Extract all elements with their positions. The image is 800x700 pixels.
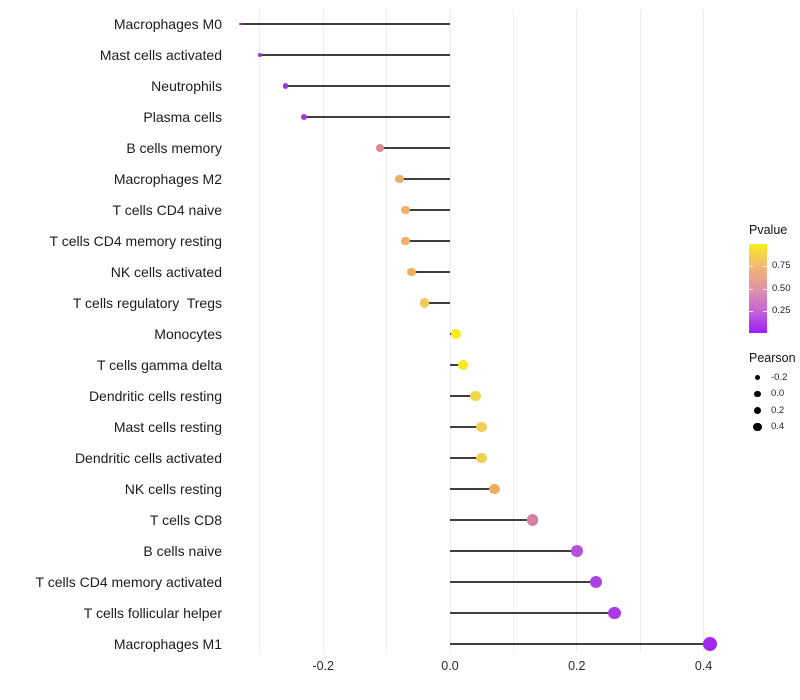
lollipop-point <box>570 544 583 558</box>
lollipop-stem <box>240 23 450 25</box>
pearson-legend-dot <box>753 407 762 415</box>
x-tick-label: 0.4 <box>694 659 713 673</box>
category-label: NK cells activated <box>110 264 222 280</box>
lollipop-point <box>470 390 481 402</box>
lollipop-point <box>526 514 539 526</box>
x-tick-label: 0.0 <box>441 659 459 673</box>
lollipop-point <box>608 606 622 620</box>
lollipop-point <box>457 359 468 371</box>
lollipop-stem <box>380 147 450 149</box>
category-label: NK cells resting <box>124 481 222 497</box>
lollipop-stem <box>450 364 463 366</box>
pearson-legend-label: 0.4 <box>771 421 785 433</box>
category-label: Dendritic cells activated <box>74 450 222 466</box>
pearson-legend-label: 0.2 <box>771 404 785 416</box>
pvalue-gradient-bar <box>749 244 767 333</box>
lollipop-stem <box>450 519 533 521</box>
gridline <box>322 10 324 653</box>
gridline <box>449 10 451 653</box>
pvalue-tick-label: 0.75 <box>772 260 791 272</box>
category-label: Plasma cells <box>143 109 222 125</box>
lollipop-point <box>394 174 404 184</box>
gridline <box>512 10 514 653</box>
lollipop-point <box>257 53 262 57</box>
category-label: T cells gamma delta <box>96 357 222 373</box>
lollipop-point <box>420 298 430 308</box>
category-label: Dendritic cells resting <box>88 388 222 404</box>
pvalue-tick-mark <box>749 266 753 268</box>
gridline <box>576 10 578 653</box>
lollipop-point <box>239 22 243 26</box>
category-label: T cells regulatory Tregs <box>72 295 222 311</box>
category-label: T cells CD8 <box>149 512 222 528</box>
lollipop-stem <box>304 116 450 118</box>
pvalue-tick-mark <box>763 288 767 290</box>
lollipop-stem <box>450 426 482 428</box>
x-tick-label: -0.2 <box>312 659 334 673</box>
gridline <box>639 10 641 653</box>
lollipop-point <box>589 575 603 589</box>
lollipop-stem <box>450 550 577 552</box>
pvalue-tick-mark <box>763 310 767 312</box>
lollipop-stem <box>285 85 450 87</box>
lollipop-point <box>401 205 411 215</box>
pvalue-tick-mark <box>749 310 753 312</box>
lollipop-point <box>451 329 462 339</box>
category-label: Mast cells activated <box>99 47 222 63</box>
lollipop-stem <box>450 457 482 459</box>
lollipop-point <box>301 114 308 120</box>
category-label: T cells CD4 memory activated <box>35 574 222 590</box>
category-label: Monocytes <box>154 326 222 342</box>
category-label: Macrophages M2 <box>113 171 222 187</box>
lollipop-point <box>476 421 487 433</box>
pvalue-legend-title: Pvalue <box>749 223 788 237</box>
lollipop-stem <box>411 271 450 273</box>
pearson-legend-dot <box>753 423 762 432</box>
pearson-legend-dot <box>755 375 760 380</box>
lollipop-point <box>282 83 288 89</box>
lollipop-stem <box>450 643 710 645</box>
pvalue-tick-label: 0.25 <box>772 304 791 316</box>
lollipop-stem <box>405 240 450 242</box>
category-label: Macrophages M0 <box>113 16 222 32</box>
pearson-legend-label: -0.2 <box>771 371 788 383</box>
gridline <box>703 10 705 653</box>
pvalue-tick-label: 0.50 <box>772 282 791 294</box>
x-tick-label: 0.2 <box>568 659 586 673</box>
pearson-legend-label: 0.0 <box>771 388 785 400</box>
category-label: T cells follicular helper <box>83 605 222 621</box>
lollipop-stem <box>399 178 450 180</box>
category-label: T cells CD4 memory resting <box>49 233 222 249</box>
lollipop-stem <box>450 612 615 614</box>
category-label: Neutrophils <box>151 78 222 94</box>
pearson-legend-dot <box>754 390 761 398</box>
pvalue-tick-mark <box>763 266 767 268</box>
lollipop-point <box>407 267 417 277</box>
gridline <box>259 10 261 653</box>
lollipop-point <box>476 452 487 464</box>
category-label: Macrophages M1 <box>113 636 222 652</box>
lollipop-point <box>401 236 411 246</box>
gridline <box>386 10 388 653</box>
lollipop-point <box>702 636 718 652</box>
lollipop-stem <box>259 54 450 56</box>
lollipop-stem <box>450 488 495 490</box>
category-label: B cells memory <box>126 140 222 156</box>
pvalue-tick-mark <box>749 288 753 290</box>
lollipop-stem <box>450 395 476 397</box>
pearson-legend-title: Pearson <box>749 351 796 365</box>
lollipop-point <box>376 143 385 153</box>
category-label: B cells naive <box>143 543 222 559</box>
lollipop-stem <box>450 581 596 583</box>
lollipop-point <box>489 483 500 495</box>
category-label: T cells CD4 naive <box>112 202 222 218</box>
lollipop-stem <box>424 302 450 304</box>
lollipop-stem <box>405 209 450 211</box>
category-label: Mast cells resting <box>113 419 222 435</box>
